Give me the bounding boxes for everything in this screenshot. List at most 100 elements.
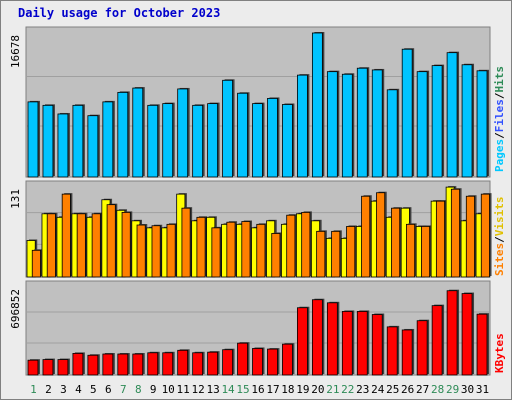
- kbytes-bar: [87, 354, 99, 376]
- hits-bar: [237, 92, 248, 178]
- legend-hits-part: /: [493, 92, 506, 99]
- sites-bar: [391, 207, 401, 278]
- day-label: 21: [326, 383, 339, 396]
- day-label: 13: [206, 383, 219, 396]
- legend-hits-part: /: [493, 132, 506, 139]
- sites-bar: [181, 207, 191, 278]
- legend-kbytes-part: KBytes: [493, 333, 506, 373]
- day-label: 5: [90, 383, 97, 396]
- legend-sites-part: Visits: [493, 197, 506, 237]
- hits-bar: [222, 79, 233, 178]
- day-label: 17: [266, 383, 279, 396]
- sites-bar: [376, 192, 386, 278]
- hits-bar: [42, 104, 54, 178]
- hits-bar: [102, 101, 114, 178]
- sites-bar: [301, 211, 311, 278]
- kbytes-bar: [117, 353, 129, 376]
- day-label: 1: [30, 383, 37, 396]
- day-label: 27: [416, 383, 429, 396]
- day-label: 20: [311, 383, 324, 396]
- sites-bar: [136, 224, 146, 278]
- kbytes-bar: [102, 353, 114, 376]
- kbytes-bar: [446, 290, 458, 376]
- y-max-label-1: 16678: [9, 35, 22, 68]
- kbytes-bar: [207, 351, 218, 376]
- day-label: 24: [371, 383, 385, 396]
- sites-bar: [271, 233, 281, 278]
- kbytes-bar: [222, 349, 233, 376]
- sites-bar: [346, 226, 356, 278]
- kbytes-bar: [461, 293, 473, 376]
- sites-bar: [406, 223, 416, 278]
- kbytes-bar: [386, 326, 398, 376]
- kbytes-bar: [356, 311, 368, 376]
- kbytes-bar: [341, 311, 353, 376]
- hits-bar: [341, 73, 353, 178]
- day-label: 18: [281, 383, 294, 396]
- hits-bar: [311, 32, 323, 178]
- kbytes-bar: [416, 320, 428, 376]
- hits-bar: [87, 115, 99, 178]
- hits-bar: [57, 113, 69, 178]
- day-label: 31: [476, 383, 489, 396]
- legend-sites-part: /: [493, 236, 506, 243]
- day-label: 3: [60, 383, 67, 396]
- kbytes-bar: [401, 329, 413, 376]
- day-label: 25: [386, 383, 399, 396]
- hits-bar: [162, 103, 174, 178]
- hits-bar: [297, 74, 308, 178]
- kbytes-bar: [162, 352, 174, 376]
- day-label: 4: [75, 383, 82, 396]
- kbytes-bar: [297, 307, 308, 376]
- hits-bar: [386, 89, 398, 178]
- hits-bar: [356, 67, 368, 178]
- kbytes-bar: [147, 352, 159, 376]
- kbytes-bar: [476, 313, 488, 376]
- hits-bar: [267, 98, 278, 178]
- hits-bar: [446, 52, 458, 178]
- sites-bar: [226, 221, 236, 278]
- day-label: 30: [461, 383, 474, 396]
- legend-hits-part: Files: [493, 99, 506, 132]
- day-label: 6: [105, 383, 112, 396]
- hits-bar: [27, 101, 39, 178]
- hits-bar: [117, 91, 129, 178]
- sites-bar: [241, 221, 251, 278]
- day-label: 8: [135, 383, 142, 396]
- day-label: 15: [236, 383, 249, 396]
- hits-bar: [326, 71, 338, 178]
- kbytes-bar: [282, 343, 293, 376]
- kbytes-bar: [177, 349, 189, 376]
- sites-bar: [211, 227, 221, 278]
- kbytes-bar: [431, 305, 443, 376]
- sites-bar: [76, 213, 86, 278]
- kbytes-bar: [42, 359, 54, 376]
- hits-bar: [132, 87, 144, 178]
- hits-bar: [207, 103, 218, 178]
- legend-hits-part: Pages: [493, 139, 506, 172]
- sites-bar: [196, 216, 206, 278]
- day-label: 10: [162, 383, 175, 396]
- kbytes-bar: [311, 299, 323, 376]
- day-label: 11: [177, 383, 190, 396]
- kbytes-bar: [132, 353, 144, 376]
- day-label: 22: [341, 383, 354, 396]
- sites-bar: [435, 200, 445, 278]
- legend-sites-part: Sites: [493, 243, 506, 276]
- kbytes-bar: [371, 314, 383, 376]
- sites-bar: [450, 188, 460, 278]
- hits-bar: [401, 48, 413, 178]
- day-label: 23: [356, 383, 369, 396]
- hits-bar: [192, 104, 204, 178]
- kbytes-bar: [237, 342, 248, 376]
- y-max-label-3: 696852: [9, 289, 22, 329]
- kbytes-bar: [72, 353, 84, 376]
- sites-bar: [121, 211, 131, 278]
- hits-bar: [461, 64, 473, 178]
- hits-bar: [371, 69, 383, 178]
- kbytes-bar: [57, 359, 69, 376]
- sites-bar: [480, 193, 490, 278]
- sites-bar: [61, 193, 71, 278]
- hits-bar: [72, 104, 84, 178]
- sites-bar: [31, 249, 41, 278]
